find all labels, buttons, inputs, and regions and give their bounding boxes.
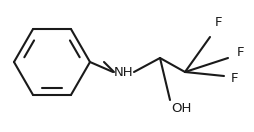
Text: F: F <box>214 15 222 29</box>
Text: F: F <box>231 72 239 84</box>
Text: OH: OH <box>171 102 191 114</box>
Text: F: F <box>236 46 244 58</box>
Text: NH: NH <box>114 65 134 79</box>
